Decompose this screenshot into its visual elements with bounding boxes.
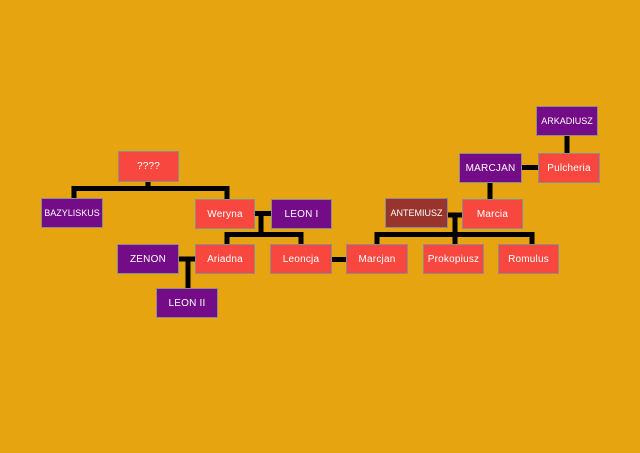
node-pulcheria: Pulcheria [538,153,600,183]
node-marcjan-emperor: MARCJAN [459,153,522,183]
node-marcia: Marcia [462,199,523,229]
node-unknown: ???? [118,151,179,182]
node-prokopiusz: Prokopiusz [423,244,484,274]
node-zenon: ZENON [117,244,179,274]
node-ariadna: Ariadna [195,244,255,274]
node-marcjan: Marcjan [346,244,408,274]
node-leon-ii: LEON II [156,288,218,318]
node-romulus: Romulus [498,244,559,274]
node-arkadiusz: ARKADIUSZ [536,106,598,136]
node-leoncja: Leoncja [270,244,332,274]
node-antemiusz: ANTEMIUSZ [385,198,448,228]
node-weryna: Weryna [195,199,255,229]
node-leon-i: LEON I [271,199,332,229]
node-bazyliskus: BAZYLISKUS [41,198,103,228]
